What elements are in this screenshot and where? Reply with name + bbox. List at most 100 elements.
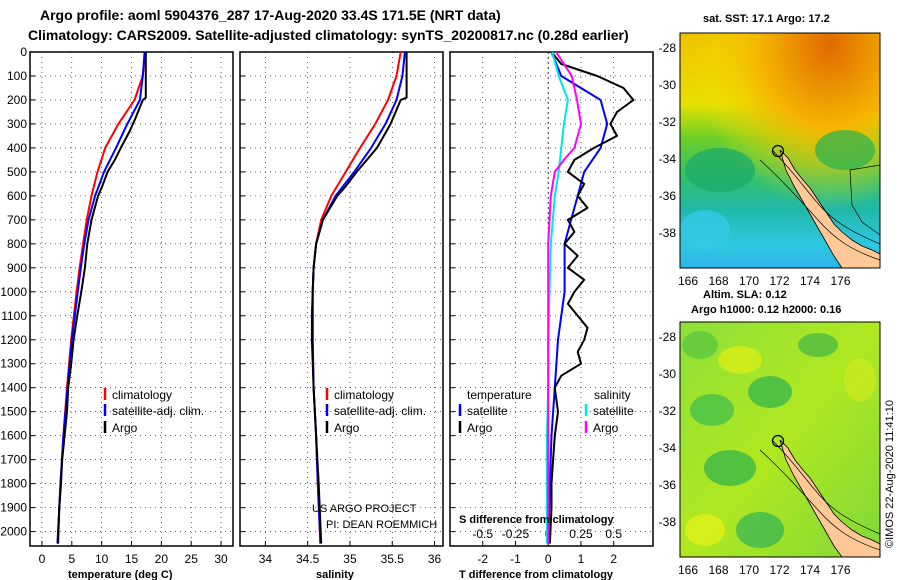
map-lat-label: -30 (659, 367, 677, 381)
sla-eddy (718, 346, 762, 374)
salinity-panel-frame (239, 51, 444, 547)
map-lat-label: -34 (659, 441, 677, 455)
depth-tick-label: 1600 (0, 429, 27, 443)
map-lon-label: 174 (800, 563, 820, 577)
depth-tick-label: 1200 (0, 333, 27, 347)
map-lat-label: -28 (659, 330, 677, 344)
map-lat-label: -32 (659, 115, 677, 129)
s-difference-axis-label: S difference from climatology (459, 514, 615, 526)
depth-tick-label: 400 (7, 141, 27, 155)
depth-tick-label: 800 (7, 237, 27, 251)
argo-float-marker (771, 434, 785, 448)
s-diff-tick-label: 0.5 (605, 527, 622, 541)
depth-contour (771, 149, 881, 245)
depth-axis-labels: 0 100 200 300 400 500 600 700 800 900 1000 1100 1200… (0, 45, 27, 539)
map-lon-label: 172 (769, 274, 789, 288)
credit-pi: PI: DEAN ROEMMICH (326, 519, 437, 531)
x-tick-label: -1 (510, 552, 521, 566)
sla-eddy (690, 394, 734, 426)
legend-temperature-title: temperature (467, 388, 532, 402)
temperature-legend: climatology satellite-adj. clim. Argo (103, 388, 204, 435)
map-lat-label: -36 (659, 478, 677, 492)
difference-legend: temperature satellite Argo salinity sate… (458, 388, 634, 435)
sla-map-title-1: Altim. SLA: 0.12 (703, 289, 787, 301)
map-lon-label: 170 (739, 563, 759, 577)
sla-eddy (748, 376, 792, 408)
sla-map-title-2: Argo h1000: 0.12 h2000: 0.16 (691, 304, 841, 316)
sst-eddy (680, 210, 730, 250)
salinity-plot: 34 34.5 35 35.5 36 (240, 51, 443, 566)
series-line-climatology (311, 51, 402, 544)
x-tick-label: 15 (125, 552, 139, 566)
salinity-axis-label: salinity (316, 569, 355, 580)
sla-eddy (736, 512, 784, 548)
series-line-temperature-argo (548, 51, 635, 544)
depth-tick-label: 1300 (0, 357, 27, 371)
x-tick-label: 25 (185, 552, 199, 566)
legend-s-satellite: satellite (593, 404, 634, 418)
sla-eddy (798, 333, 838, 357)
series-line-satellite-adj-clim- (311, 51, 406, 544)
series-line-argo (310, 52, 408, 544)
title-line-2: Climatology: CARS2009. Satellite-adjuste… (28, 27, 629, 43)
map-lon-label: 170 (739, 274, 759, 288)
legend-salinity-title: salinity (594, 388, 631, 402)
sla-map (679, 321, 881, 558)
series-line-satellite-adj-clim- (56, 51, 146, 544)
s-diff-tick-label: -0.5 (472, 527, 493, 541)
depth-contour (759, 159, 881, 261)
map-lat-label: -38 (659, 226, 677, 240)
depth-tick-label: 0 (20, 45, 27, 59)
map-lon-label: 176 (830, 274, 850, 288)
x-tick-label: 34 (259, 552, 273, 566)
x-tick-label: 35 (343, 552, 357, 566)
depth-contour (759, 449, 881, 551)
sst-eddy (815, 130, 875, 170)
sst-map-frame (679, 32, 881, 269)
sla-map-frame (679, 321, 881, 558)
x-tick-label: 10 (95, 552, 109, 566)
depth-tick-label: 100 (7, 69, 27, 83)
argo-float-marker (771, 144, 785, 158)
map-lon-label: 176 (830, 563, 850, 577)
legend-climatology: climatology (334, 388, 394, 402)
legend-satellite: satellite-adj. clim. (112, 404, 204, 418)
difference-plot: -2 -1 0 1 2-0.5 -0.25 0 0.25 0.5 (450, 51, 653, 566)
legend-argo: Argo (112, 421, 138, 435)
salinity-legend: climatology satellite-adj. clim. Argo (325, 388, 426, 435)
map-lat-label: -38 (659, 515, 677, 529)
legend-t-argo: Argo (467, 421, 493, 435)
legend-s-argo: Argo (593, 421, 619, 435)
map-lon-label: 172 (769, 563, 789, 577)
profile-panels: 0 5 10 15 20 25 30 34 34.5 35 35.5 36 -2 -1 0 1 2 -0.5 -0.… (30, 51, 653, 566)
series-line-argo (57, 52, 147, 544)
map-lat-label: -30 (659, 78, 677, 92)
depth-tick-label: 900 (7, 261, 27, 275)
depth-tick-label: 1800 (0, 477, 27, 491)
x-tick-label: 36 (428, 552, 442, 566)
map-lon-label: 168 (708, 274, 728, 288)
depth-tick-label: 1400 (0, 381, 27, 395)
sla-eddy (685, 514, 725, 546)
depth-tick-label: 1000 (0, 285, 27, 299)
map-lon-label: 168 (708, 563, 728, 577)
sst-map (679, 32, 881, 269)
legend-satellite: satellite-adj. clim. (334, 404, 426, 418)
x-tick-label: -2 (477, 552, 488, 566)
x-tick-label: 0 (39, 552, 46, 566)
depth-tick-label: 200 (7, 93, 27, 107)
map-lat-label: -36 (659, 189, 677, 203)
depth-tick-label: 300 (7, 117, 27, 131)
title-line-1: Argo profile: aoml 5904376_287 17-Aug-20… (40, 7, 501, 23)
map-lon-label: 166 (678, 563, 698, 577)
x-tick-label: 34.5 (296, 552, 320, 566)
s-diff-tick-label: -0.25 (502, 527, 530, 541)
x-tick-label: 2 (610, 552, 617, 566)
map-tick-labels: -28 -30 -32 -34 -36 -38 166 168 170 172 174 176 -28 -… (659, 41, 851, 577)
imos-credit: ©IMOS 22-Aug-2020 11:41:10 (884, 400, 896, 548)
legend-climatology: climatology (112, 388, 172, 402)
sst-map-title: sat. SST: 17.1 Argo: 17.2 (703, 13, 830, 25)
s-diff-tick-label: 0.25 (569, 527, 593, 541)
legend-t-satellite: satellite (467, 404, 508, 418)
